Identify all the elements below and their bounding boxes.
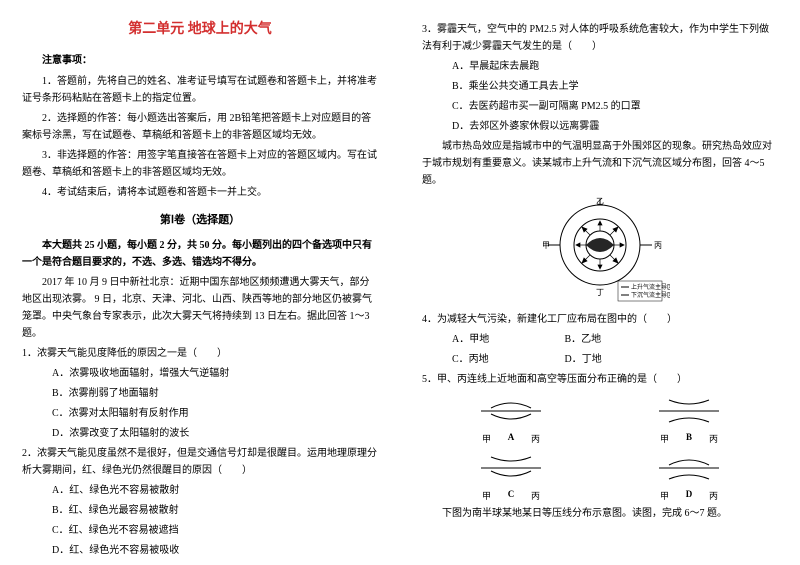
right-column: 3．雾霾天气，空气中的 PM2.5 对人体的呼吸系统危害较大，作为中学生下列做法… [400, 0, 800, 565]
q4-opt-a: A．甲地 [452, 331, 532, 348]
svg-text:乙: 乙 [596, 197, 604, 206]
question-2: 2．浓雾天气能见度虽然不是很好，但是交通信号灯却是很醒目。运用地理原理分析大雾期… [22, 445, 378, 479]
q2-opt-d: D．红、绿色光不容易被吸收 [52, 542, 378, 559]
q1-opt-a: A．浓雾吸收地面辐射，增强大气逆辐射 [52, 365, 378, 382]
passage-1: 2017 年 10 月 9 日中新社北京：近期中国东部地区频频遭遇大雾天气，部分… [22, 274, 378, 342]
part1-desc: 本大题共 25 小题，每小题 2 分，共 50 分。每小题列出的四个备选项中只有… [22, 237, 378, 271]
q4-opt-d: D．丁地 [565, 351, 645, 368]
q2-opt-a: A．红、绿色光不容易被散射 [52, 482, 378, 499]
q2-opt-c: C．红、绿色光不容易被遮挡 [52, 522, 378, 539]
notice-3: 3．非选择题的作答：用签字笔直接答在答题卡上对应的答题区域内。写在试题卷、草稿纸… [22, 147, 378, 181]
q3-opt-c: C．去医药超市买一副可隔离 PM2.5 的口罩 [452, 98, 778, 115]
q4-opt-c: C．丙地 [452, 351, 532, 368]
notice-4: 4．考试结束后，请将本试题卷和答题卡一并上交。 [22, 184, 378, 201]
svg-text:上升气流主导区: 上升气流主导区 [631, 283, 670, 291]
notice-2: 2．选择题的作答：每小题选出答案后，用 2B铅笔把答题卡上对应题目的答案标号涂黑… [22, 110, 378, 144]
q4-opt-b: B．乙地 [565, 331, 645, 348]
q3-opt-d: D．去郊区外婆家休假以远离雾霾 [452, 118, 778, 135]
q3-opt-b: B．乘坐公共交通工具去上学 [452, 78, 778, 95]
svg-text:甲: 甲 [542, 241, 550, 250]
unit-title: 第二单元 地球上的大气 [22, 18, 378, 38]
svg-text:丁: 丁 [596, 288, 604, 297]
notice-heading: 注意事项： [22, 52, 378, 69]
diagram-b: 甲B丙 [654, 394, 724, 445]
isobaric-diagrams-row1: 甲A丙 甲B丙 [422, 394, 778, 445]
q1-opt-b: B．浓雾削弱了地面辐射 [52, 385, 378, 402]
q2-opt-b: B．红、绿色光最容易被散射 [52, 502, 378, 519]
question-3: 3．雾霾天气，空气中的 PM2.5 对人体的呼吸系统危害较大，作为中学生下列做法… [422, 21, 778, 55]
footer-passage: 下图为南半球某地某日等压线分布示意图。读图，完成 6～7 题。 [422, 505, 778, 522]
isobaric-diagrams-row2: 甲C丙 甲D丙 [422, 451, 778, 502]
q1-opt-d: D．浓雾改变了太阳辐射的波长 [52, 425, 378, 442]
city-heat-island-diagram: 甲 乙 丙 丁 上升气流主导区 下沉气流主导区 [530, 195, 670, 305]
question-1: 1．浓雾天气能见度降低的原因之一是（ ） [22, 345, 378, 362]
question-4: 4．为减轻大气污染，新建化工厂应布局在图中的（ ） [422, 311, 778, 328]
svg-text:下沉气流主导区: 下沉气流主导区 [631, 291, 670, 299]
question-5: 5．甲、丙连线上近地面和高空等压面分布正确的是（ ） [422, 371, 778, 388]
diagram-c: 甲C丙 [476, 451, 546, 502]
passage-2: 城市热岛效应是指城市中的气温明显高于外围郊区的现象。研究热岛效应对于城市规划有重… [422, 138, 778, 189]
notice-1: 1．答题前，先将自己的姓名、准考证号填写在试题卷和答题卡上，并将准考证号条形码粘… [22, 73, 378, 107]
diagram-a: 甲A丙 [476, 394, 546, 445]
left-column: 第二单元 地球上的大气 注意事项： 1．答题前，先将自己的姓名、准考证号填写在试… [0, 0, 400, 565]
part1-heading: 第Ⅰ卷（选择题） [22, 211, 378, 227]
q1-opt-c: C．浓雾对太阳辐射有反射作用 [52, 405, 378, 422]
q3-opt-a: A．早晨起床去晨跑 [452, 58, 778, 75]
svg-text:丙: 丙 [654, 241, 662, 250]
diagram-d: 甲D丙 [654, 451, 724, 502]
